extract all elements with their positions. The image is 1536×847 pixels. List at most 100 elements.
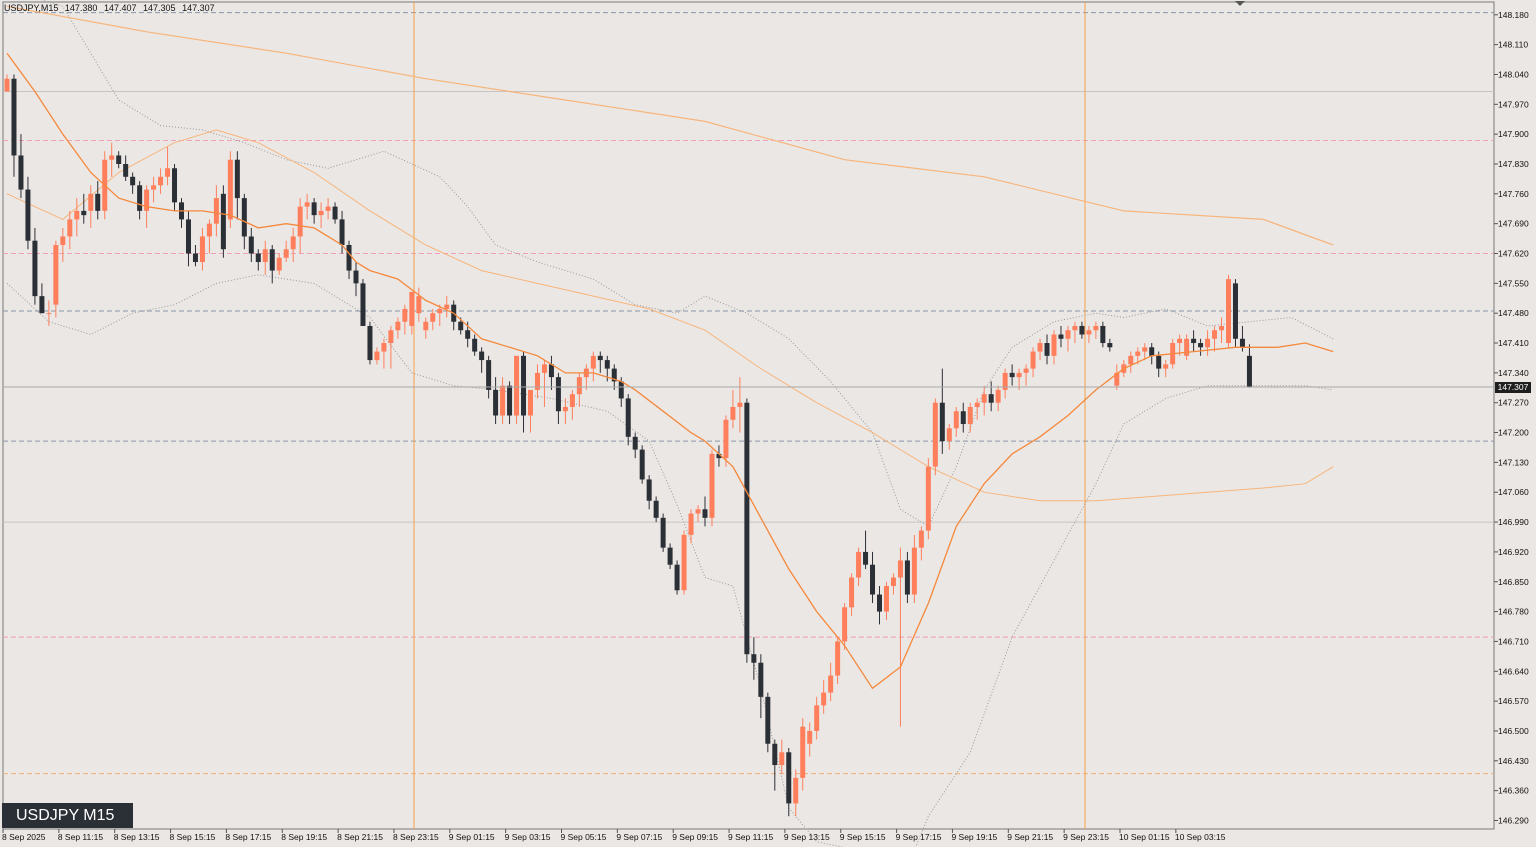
- candle-body: [276, 257, 282, 271]
- candle-body: [772, 743, 778, 766]
- candle-body: [723, 419, 729, 459]
- candle-body: [709, 453, 715, 518]
- x-tick-label: 10 Sep 01:15: [1119, 832, 1170, 842]
- candle-body: [130, 176, 136, 186]
- candle-body: [32, 240, 38, 297]
- candle-body: [904, 560, 910, 595]
- candle-body: [25, 189, 31, 241]
- candle-body: [870, 564, 876, 595]
- candle-body: [1239, 338, 1245, 348]
- candle-body: [835, 641, 841, 676]
- candle-body: [1156, 355, 1162, 369]
- candle-body: [1177, 338, 1183, 344]
- x-tick-label: 9 Sep 19:15: [951, 832, 997, 842]
- candle-body: [639, 449, 645, 480]
- candle-body: [206, 223, 212, 237]
- candle-body: [625, 398, 631, 437]
- candle-body: [1163, 364, 1169, 369]
- candle-body: [53, 244, 59, 305]
- x-tick-label: 8 Sep 13:15: [114, 832, 160, 842]
- bollinger-lower-line: [6, 274, 1334, 847]
- candle-body: [681, 534, 687, 591]
- triangle-down-icon[interactable]: [1235, 1, 1245, 6]
- candle-body: [4, 78, 10, 92]
- candle-body: [1107, 343, 1113, 348]
- candle-body: [234, 159, 240, 199]
- candle-body: [395, 321, 401, 331]
- x-tick-label: 9 Sep 13:15: [784, 832, 830, 842]
- candle-body: [137, 185, 143, 211]
- candle-body: [541, 364, 547, 373]
- candle-body: [465, 330, 471, 339]
- candle-body: [185, 219, 191, 254]
- close-value: 147.307: [182, 3, 215, 13]
- y-tick-label: 147.830: [1498, 159, 1529, 169]
- candle-body: [1023, 368, 1029, 373]
- candle-body: [220, 193, 226, 250]
- candle-body: [109, 155, 115, 160]
- x-tick-label: 9 Sep 03:15: [505, 832, 551, 842]
- candle-body: [730, 406, 736, 420]
- y-tick-label: 146.500: [1498, 726, 1529, 736]
- y-tick-label: 148.040: [1498, 69, 1529, 79]
- ma-fast-line: [6, 52, 1334, 690]
- y-tick-label: 146.290: [1498, 815, 1529, 825]
- candle-body: [1072, 325, 1078, 331]
- low-value: 147.305: [143, 3, 176, 13]
- chart-info-header: USDJPY,M15 147.380 147.407 147.305 147.3…: [4, 3, 219, 13]
- candle-body: [548, 364, 554, 378]
- candle-body: [786, 752, 792, 804]
- candle-body: [660, 517, 666, 548]
- candle-body: [339, 219, 345, 245]
- x-tick-label: 8 Sep 2025: [2, 832, 46, 842]
- candle-body: [493, 389, 499, 416]
- y-tick-label: 146.990: [1498, 517, 1529, 527]
- x-tick-label: 8 Sep 17:15: [225, 832, 271, 842]
- candle-body: [1226, 279, 1231, 344]
- candle-body: [1058, 334, 1064, 339]
- candle-body: [374, 351, 380, 361]
- x-tick-label: 8 Sep 19:15: [281, 832, 327, 842]
- candle-body: [409, 291, 415, 326]
- y-tick-label: 146.710: [1498, 636, 1529, 646]
- candle-body: [988, 394, 994, 403]
- candle-body: [46, 313, 52, 315]
- candle-body: [262, 249, 268, 263]
- candle-body: [367, 325, 373, 361]
- candle-body: [932, 402, 938, 467]
- x-tick-label: 9 Sep 23:15: [1063, 832, 1109, 842]
- candle-body: [318, 210, 324, 216]
- y-tick-label: 147.270: [1498, 398, 1529, 408]
- x-tick-label: 8 Sep 15:15: [170, 832, 216, 842]
- candle-body: [674, 564, 680, 591]
- candle-body: [227, 159, 233, 220]
- candle-body: [500, 385, 506, 416]
- candle-body: [1232, 283, 1238, 339]
- candle-body: [946, 428, 952, 442]
- candle-body: [514, 355, 520, 416]
- y-tick-label: 147.130: [1498, 457, 1529, 467]
- candle-body: [388, 330, 394, 344]
- candle-body: [814, 705, 820, 731]
- candle-body: [667, 547, 673, 565]
- candle-body: [18, 155, 24, 190]
- candle-body: [828, 675, 834, 693]
- candle-body: [1016, 372, 1022, 378]
- candle-body: [981, 394, 987, 403]
- y-tick-label: 147.970: [1498, 99, 1529, 109]
- candle-body: [1212, 330, 1218, 339]
- candle-body: [960, 411, 966, 425]
- candle-body: [416, 296, 422, 314]
- ma-mid-line: [6, 129, 1334, 502]
- x-tick-label: 9 Sep 15:15: [840, 832, 886, 842]
- candle-body: [632, 436, 638, 450]
- candle-body: [199, 236, 205, 263]
- candle-body: [60, 236, 66, 245]
- candle-body: [1149, 347, 1155, 356]
- candle-body: [144, 189, 150, 211]
- y-tick-label: 146.360: [1498, 786, 1529, 796]
- candle-body: [1205, 338, 1211, 348]
- candle-body: [562, 406, 568, 412]
